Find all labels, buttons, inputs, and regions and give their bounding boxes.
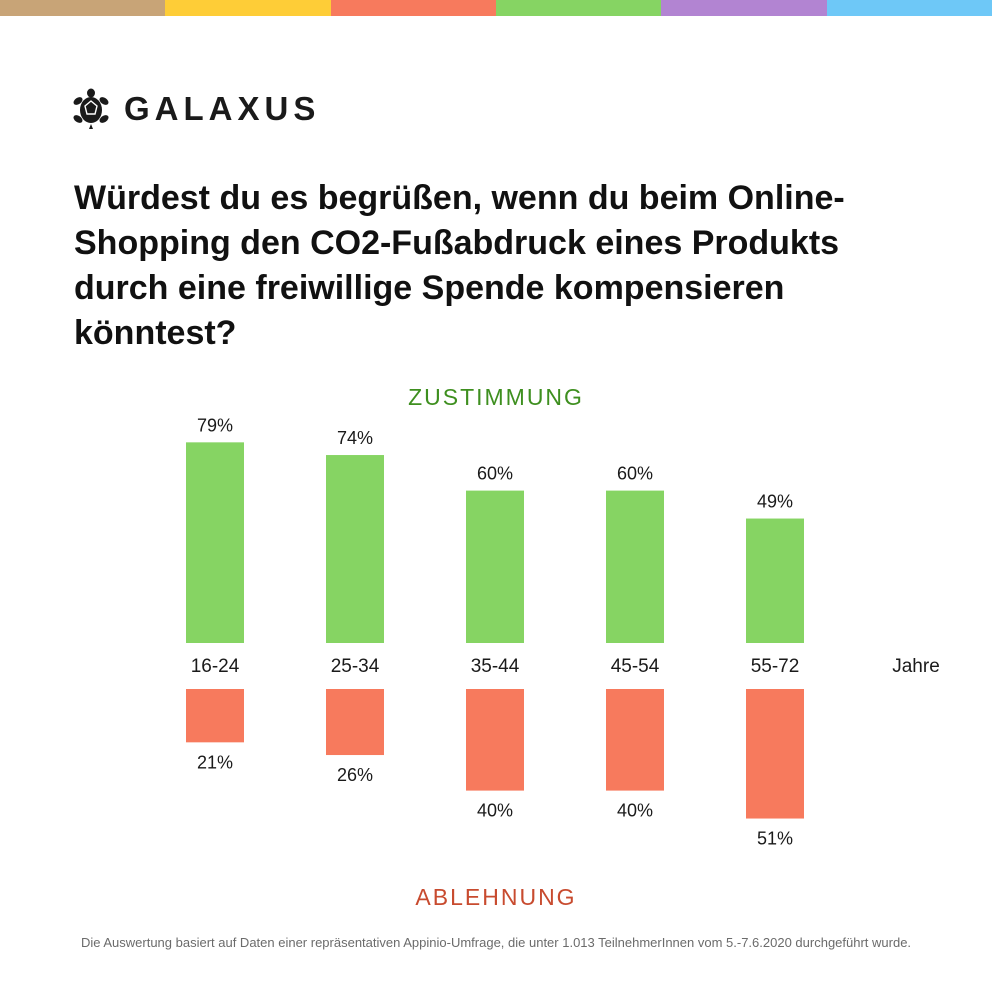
footnote: Die Auswertung basiert auf Daten einer r… — [80, 935, 912, 950]
reject-value-label: 21% — [197, 752, 233, 772]
strip-segment — [330, 0, 496, 16]
x-unit-label: Jahre — [892, 656, 940, 677]
approve-bar — [186, 442, 244, 643]
reject-value-label: 40% — [617, 801, 653, 821]
reject-bar — [186, 689, 244, 743]
brand-logo: GALAXUS — [72, 88, 320, 130]
turtle-icon — [73, 88, 109, 129]
reject-bar — [606, 689, 664, 791]
survey-question: Würdest du es begrüßen, wenn du beim Onl… — [74, 179, 845, 352]
category-label: 35-44 — [471, 656, 520, 677]
reject-bar — [326, 689, 384, 756]
approve-value-label: 60% — [477, 464, 513, 484]
approve-bar — [326, 455, 384, 643]
reject-series-title: ABLEHNUNG — [415, 884, 576, 910]
approve-bar — [606, 490, 664, 643]
reject-value-label: 40% — [477, 801, 513, 821]
color-strip — [0, 0, 992, 16]
approve-bar — [746, 518, 804, 643]
reject-value-label: 26% — [337, 765, 373, 785]
strip-segment — [0, 0, 166, 16]
brand-name: GALAXUS — [124, 90, 321, 127]
strip-segment — [495, 0, 662, 16]
approve-value-label: 60% — [617, 464, 653, 484]
strip-segment — [165, 0, 331, 16]
strip-segment — [826, 0, 992, 16]
approve-bar — [466, 490, 524, 643]
approve-series-title: ZUSTIMMUNG — [408, 384, 584, 410]
category-label: 55-72 — [751, 656, 800, 677]
reject-bar — [746, 689, 804, 819]
reject-bar — [466, 689, 524, 791]
approve-value-label: 74% — [337, 428, 373, 448]
reject-value-label: 51% — [757, 829, 793, 849]
approve-value-label: 79% — [197, 415, 233, 435]
category-label: 45-54 — [611, 656, 660, 677]
category-label: 25-34 — [331, 656, 380, 677]
approve-value-label: 49% — [757, 492, 793, 512]
category-label: 16-24 — [191, 656, 240, 677]
strip-segment — [661, 0, 827, 16]
